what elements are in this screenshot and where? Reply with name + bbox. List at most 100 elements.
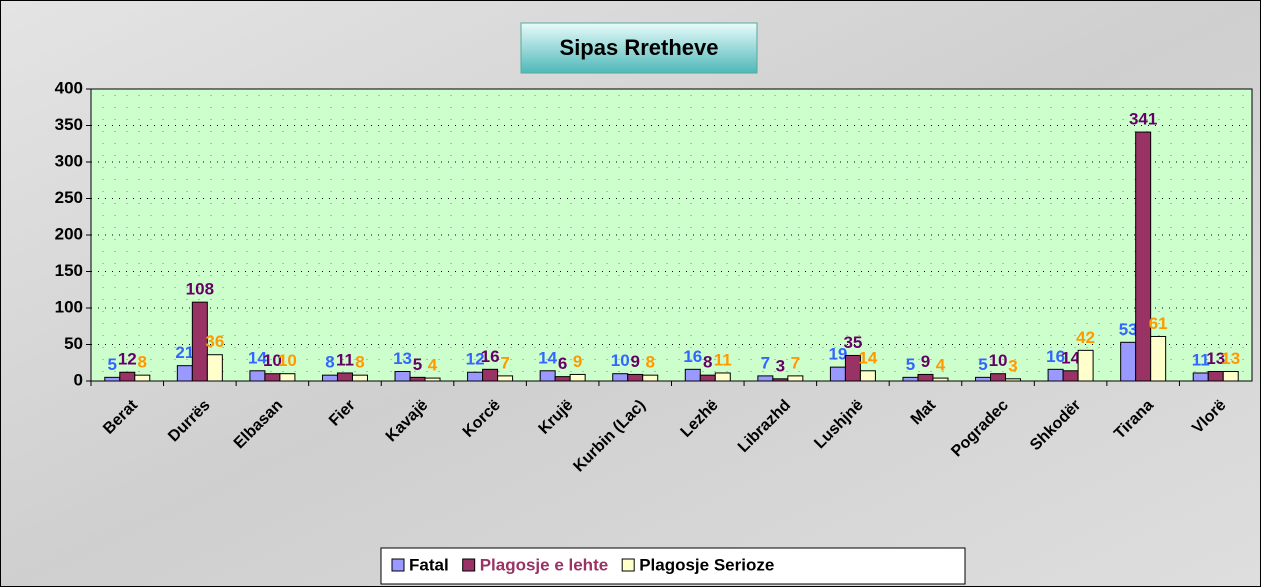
legend-swatch bbox=[462, 558, 476, 572]
bar bbox=[1150, 335, 1167, 382]
bar bbox=[902, 376, 919, 382]
data-label: 9 bbox=[573, 352, 582, 371]
chart-title: Sipas Rretheve bbox=[560, 35, 719, 60]
bar bbox=[467, 371, 484, 382]
legend-swatch bbox=[391, 558, 405, 572]
bar bbox=[757, 375, 774, 382]
bar bbox=[554, 376, 571, 382]
bar bbox=[119, 371, 136, 382]
data-label: 6 bbox=[558, 354, 567, 373]
data-label: 5 bbox=[108, 355, 117, 374]
data-label: 5 bbox=[413, 355, 422, 374]
data-label: 7 bbox=[791, 353, 800, 372]
legend bbox=[380, 547, 966, 585]
data-label: 42 bbox=[1076, 328, 1095, 347]
y-tick-label: 250 bbox=[55, 188, 83, 207]
y-tick-label: 100 bbox=[55, 297, 83, 316]
data-label: 21 bbox=[175, 343, 194, 362]
data-label: 13 bbox=[393, 349, 412, 368]
legend-label: Fatal bbox=[409, 555, 449, 574]
y-tick-label: 400 bbox=[55, 78, 83, 97]
data-label: 5 bbox=[906, 355, 915, 374]
bar bbox=[642, 374, 659, 382]
data-label: 9 bbox=[630, 352, 639, 371]
bar bbox=[1207, 371, 1224, 382]
data-label: 11 bbox=[336, 350, 354, 369]
y-tick-label: 200 bbox=[55, 224, 83, 243]
bar bbox=[176, 365, 193, 382]
data-label: 13 bbox=[1221, 349, 1240, 368]
data-label: 14 bbox=[1061, 348, 1080, 367]
y-tick-label: 350 bbox=[55, 115, 83, 134]
bar bbox=[264, 373, 281, 382]
bar bbox=[612, 373, 629, 382]
bar bbox=[1077, 349, 1094, 382]
bar bbox=[684, 368, 701, 382]
data-label: 14 bbox=[248, 348, 267, 367]
data-label: 8 bbox=[138, 353, 147, 372]
plot-background bbox=[90, 88, 1253, 382]
data-label: 61 bbox=[1149, 314, 1168, 333]
bar bbox=[1120, 341, 1137, 382]
data-label: 53 bbox=[1119, 320, 1138, 339]
data-label: 3 bbox=[776, 356, 785, 375]
data-label: 12 bbox=[466, 350, 485, 369]
bar bbox=[975, 376, 992, 382]
data-label: 14 bbox=[858, 348, 877, 367]
bar bbox=[569, 373, 586, 382]
data-label: 12 bbox=[118, 350, 137, 369]
data-label: 13 bbox=[1206, 349, 1225, 368]
bar bbox=[134, 374, 151, 382]
data-label: 8 bbox=[325, 353, 334, 372]
bar bbox=[859, 370, 876, 382]
data-label: 9 bbox=[921, 352, 930, 371]
data-label: 11 bbox=[1192, 350, 1210, 369]
bar bbox=[206, 354, 223, 382]
y-tick-label: 50 bbox=[64, 334, 83, 353]
data-label: 10 bbox=[989, 351, 1008, 370]
bar bbox=[699, 374, 716, 382]
bar bbox=[351, 374, 368, 382]
legend-swatch bbox=[621, 558, 635, 572]
legend-label: Plagosje Serioze bbox=[639, 555, 774, 574]
data-label: 14 bbox=[538, 348, 557, 367]
bar bbox=[394, 371, 411, 382]
bar bbox=[482, 368, 499, 382]
data-label: 5 bbox=[978, 355, 987, 374]
data-label: 10 bbox=[611, 351, 630, 370]
bar bbox=[1135, 131, 1152, 382]
data-label: 4 bbox=[428, 356, 438, 375]
bar bbox=[497, 375, 514, 382]
data-label: 8 bbox=[355, 353, 364, 372]
bar bbox=[279, 373, 296, 382]
bar bbox=[627, 373, 644, 382]
data-label: 35 bbox=[843, 333, 862, 352]
bar bbox=[249, 370, 266, 382]
data-label: 4 bbox=[936, 356, 946, 375]
data-label: 3 bbox=[1008, 356, 1017, 375]
bar bbox=[104, 376, 121, 382]
data-label: 11 bbox=[714, 350, 732, 369]
bar bbox=[336, 372, 353, 382]
data-label: 36 bbox=[205, 332, 224, 351]
bar bbox=[1062, 370, 1079, 382]
data-label: 16 bbox=[1046, 347, 1065, 366]
bar bbox=[1192, 372, 1209, 382]
data-label: 10 bbox=[278, 351, 297, 370]
bar bbox=[1047, 368, 1064, 382]
y-tick-label: 150 bbox=[55, 261, 83, 280]
data-label: 8 bbox=[645, 353, 654, 372]
data-label: 16 bbox=[481, 347, 500, 366]
bar bbox=[1222, 371, 1239, 382]
title-box bbox=[520, 22, 758, 74]
data-label: 7 bbox=[500, 353, 509, 372]
data-label: 341 bbox=[1129, 110, 1157, 129]
bar bbox=[539, 370, 556, 382]
bar bbox=[787, 375, 804, 382]
data-label: 10 bbox=[263, 351, 282, 370]
data-label: 7 bbox=[761, 353, 770, 372]
data-label: 8 bbox=[703, 353, 712, 372]
bar bbox=[917, 373, 934, 382]
data-label: 19 bbox=[828, 345, 847, 364]
